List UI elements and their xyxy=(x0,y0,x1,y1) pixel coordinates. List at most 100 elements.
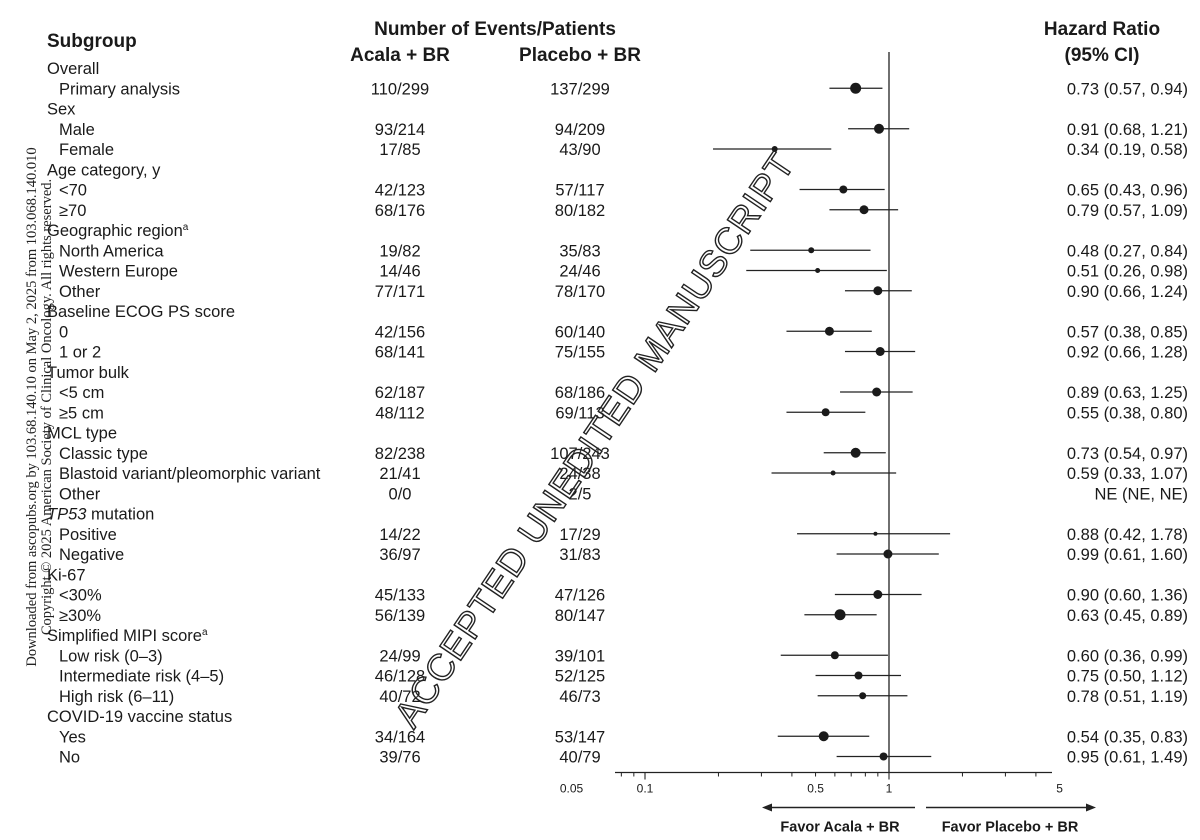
label-text: Intermediate risk (4–5) xyxy=(59,668,224,686)
hazard-ratio-point xyxy=(872,387,882,397)
label-text: Simplified MIPI score xyxy=(47,627,202,645)
subgroup-label: Yes xyxy=(59,728,86,746)
acala-events: 39/76 xyxy=(379,749,420,767)
hazard-ratio-point xyxy=(875,347,885,356)
label-text: <30% xyxy=(59,587,102,605)
subgroup-heading: Age category, y xyxy=(47,161,161,179)
placebo-events: 46/73 xyxy=(559,688,600,706)
subgroup-row: Blastoid variant/pleomorphic variant 21/4… xyxy=(59,465,1188,483)
label-text: Low risk (0–3) xyxy=(59,647,163,665)
subgroup-row: <70 42/123 57/117 0.65 (0.43, 0.96) xyxy=(59,182,1188,200)
label-text: ≥70 xyxy=(59,202,86,220)
label-text: Other xyxy=(59,485,101,503)
subgroup-row: 0 42/156 60/140 0.57 (0.38, 0.85) xyxy=(59,323,1188,341)
subgroup-heading: Sex xyxy=(47,101,76,119)
hazard-ratio-ci: 0.65 (0.43, 0.96) xyxy=(1067,182,1188,200)
placebo-events: 69/113 xyxy=(555,404,604,422)
hazard-ratio-ci: 0.57 (0.38, 0.85) xyxy=(1067,323,1188,341)
hazard-ratio-point xyxy=(850,82,862,94)
placebo-events: 53/147 xyxy=(555,728,605,746)
hazard-ratio-point xyxy=(859,692,867,700)
subgroup-label: Western Europe xyxy=(59,263,178,281)
subgroup-row: Other 77/171 78/170 0.90 (0.66, 1.24) xyxy=(59,283,1188,301)
hazard-ratio-ci: 0.90 (0.60, 1.36) xyxy=(1067,587,1188,605)
label-text: Baseline ECOG PS score xyxy=(47,303,235,321)
subgroup-heading-row: Simplified MIPI scorea xyxy=(47,627,208,645)
subgroup-row: Classic type 82/238 107/243 0.73 (0.54, 0.9… xyxy=(59,445,1188,463)
placebo-events: 57/117 xyxy=(555,182,604,200)
favor-right-label: Favor Placebo + BR xyxy=(942,820,1079,836)
subgroup-label: Other xyxy=(59,283,101,301)
placebo-events: 39/101 xyxy=(555,647,605,665)
placebo-events: 80/147 xyxy=(555,607,605,625)
subgroup-label: ≥5 cm xyxy=(59,404,104,422)
subgroup-heading: Baseline ECOG PS score xyxy=(47,303,235,321)
acala-events: 21/41 xyxy=(379,465,420,483)
subgroup-label: Negative xyxy=(59,546,124,564)
placebo-events: 17/29 xyxy=(559,526,600,544)
hazard-ratio-ci: 0.54 (0.35, 0.83) xyxy=(1067,728,1188,746)
hazard-ratio-ci: 0.79 (0.57, 1.09) xyxy=(1067,202,1188,220)
hazard-ratio-point xyxy=(859,205,869,215)
subgroup-row: Negative 36/97 31/83 0.99 (0.61, 1.60) xyxy=(59,546,1188,564)
acala-events: 24/99 xyxy=(379,647,420,665)
hazard-ratio-ci: 0.51 (0.26, 0.98) xyxy=(1067,263,1188,281)
x-tick-label: 0.1 xyxy=(637,782,654,796)
subgroup-heading: MCL type xyxy=(47,425,117,443)
subgroup-label: Classic type xyxy=(59,445,148,463)
acala-events: 42/123 xyxy=(375,182,425,200)
subgroup-row: No 39/76 40/79 0.95 (0.61, 1.49) xyxy=(59,749,1188,767)
subgroup-row: <30% 45/133 47/126 0.90 (0.60, 1.36) xyxy=(59,587,1188,605)
subgroup-label: Other xyxy=(59,485,101,503)
label-text: Female xyxy=(59,141,114,159)
hazard-ratio-ci: 0.99 (0.61, 1.60) xyxy=(1067,546,1188,564)
ci-header: (95% CI) xyxy=(1065,45,1140,66)
label-text: High risk (6–11) xyxy=(59,688,174,706)
hazard-ratio-point xyxy=(873,590,883,599)
label-text: COVID-19 vaccine status xyxy=(47,708,232,726)
hazard-ratio-point xyxy=(874,123,885,134)
label-text: Western Europe xyxy=(59,263,178,281)
placebo-events: 40/79 xyxy=(559,749,600,767)
subgroup-row: Male 93/214 94/209 0.91 (0.68, 1.21) xyxy=(59,121,1188,139)
subgroup-heading-row: TP53 mutation xyxy=(47,506,154,524)
subgroup-label: <5 cm xyxy=(59,384,104,402)
placebo-events: 35/83 xyxy=(559,242,600,260)
subgroup-row: Positive 14/22 17/29 0.88 (0.42, 1.78) xyxy=(59,526,1188,544)
label-text: 1 or 2 xyxy=(59,344,101,362)
label-text: Age category, y xyxy=(47,161,161,179)
subgroup-heading: TP53 mutation xyxy=(47,506,154,524)
subgroup-label: High risk (6–11) xyxy=(59,688,174,706)
acala-events: 19/82 xyxy=(379,242,420,260)
label-text: Sex xyxy=(47,101,76,119)
subgroup-label: Positive xyxy=(59,526,117,544)
acala-events: 93/214 xyxy=(375,121,425,139)
subgroup-header: Subgroup xyxy=(47,31,137,52)
label-text: North America xyxy=(59,242,164,260)
subgroup-heading: Ki-67 xyxy=(47,566,86,584)
acala-events: 14/22 xyxy=(379,526,420,544)
events-header: Number of Events/Patients xyxy=(374,19,616,40)
forest-rows: Overall Primary analysis 110/299 137/299 0.7… xyxy=(47,60,1188,767)
label-suffix: mutation xyxy=(86,506,154,524)
label-text: TP53 xyxy=(47,506,87,524)
placebo-events: 78/170 xyxy=(555,283,605,301)
hazard-ratio-ci: 0.55 (0.38, 0.80) xyxy=(1067,404,1188,422)
favor-left-label: Favor Acala + BR xyxy=(780,820,900,836)
hazard-ratio-point xyxy=(873,531,878,536)
label-text: Geographic region xyxy=(47,222,183,240)
subgroup-row: <5 cm 62/187 68/186 0.89 (0.63, 1.25) xyxy=(59,384,1188,402)
placebo-events: 43/90 xyxy=(559,141,600,159)
label-text: Other xyxy=(59,283,101,301)
subgroup-label: 0 xyxy=(59,323,68,341)
hazard-ratio-point xyxy=(834,609,846,621)
subgroup-heading: COVID-19 vaccine status xyxy=(47,708,232,726)
placebo-events: 47/126 xyxy=(555,587,605,605)
subgroup-heading: Tumor bulk xyxy=(47,364,130,382)
subgroup-label: 1 or 2 xyxy=(59,344,101,362)
label-text: 0 xyxy=(59,323,68,341)
acala-events: 0/0 xyxy=(389,485,412,503)
hazard-ratio-ci: 0.73 (0.57, 0.94) xyxy=(1067,80,1188,98)
acala-events: 45/133 xyxy=(375,587,425,605)
acala-events: 48/112 xyxy=(375,404,424,422)
